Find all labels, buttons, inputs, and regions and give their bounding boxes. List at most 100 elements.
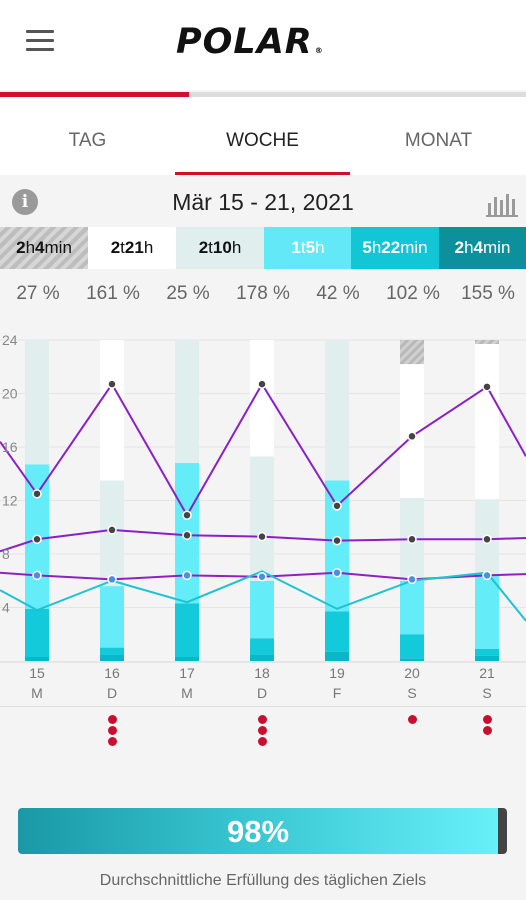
tab-tag[interactable]: TAG <box>68 130 107 151</box>
bar-segment <box>325 611 349 652</box>
training-sessions-row <box>0 706 526 767</box>
series-point <box>32 489 42 499</box>
y-tick-label: 20 <box>2 386 18 402</box>
series-point <box>257 571 267 582</box>
app-header: POLAR ® <box>0 0 526 90</box>
hamburger-menu-icon[interactable] <box>26 30 56 52</box>
daily-goal-percentages: 27 % 161 % 25 % 178 % 42 % 102 % 155 % <box>0 283 526 329</box>
bar-chart-icon[interactable] <box>486 189 518 217</box>
series-point <box>182 510 192 520</box>
training-session-dot[interactable] <box>258 715 267 724</box>
series-point <box>182 530 192 541</box>
training-session-dot[interactable] <box>258 737 267 746</box>
series-point <box>332 567 342 578</box>
bar-segment <box>25 656 49 661</box>
series-point <box>482 382 492 392</box>
bar-segment <box>325 480 349 612</box>
daily-percent: 178 % <box>236 283 290 304</box>
bar-segment <box>100 654 124 661</box>
training-session-dot[interactable] <box>108 726 117 735</box>
tab-monat[interactable]: MONAT <box>404 130 473 151</box>
series-point <box>407 431 417 442</box>
info-icon[interactable]: i <box>12 189 38 215</box>
training-session-dot[interactable] <box>258 726 267 735</box>
bar-segment <box>25 608 49 657</box>
x-tick-weekday: S <box>407 685 416 701</box>
bar-segment <box>400 340 424 365</box>
x-tick-weekday: D <box>107 685 117 701</box>
series-point <box>482 534 492 545</box>
x-tick-weekday: F <box>333 685 342 701</box>
zone-2: 2t21h <box>88 227 176 269</box>
series-point <box>332 501 342 511</box>
x-tick-date: 21 <box>479 665 495 681</box>
goal-percent: 98% <box>226 814 290 849</box>
bar-segment <box>400 658 424 661</box>
tab-woche[interactable]: WOCHE <box>175 97 350 175</box>
daily-percent: 42 % <box>316 283 360 304</box>
series-point <box>257 379 267 389</box>
zone-6: 2h4min <box>439 227 526 269</box>
training-session-dot[interactable] <box>408 715 417 724</box>
series-point <box>32 534 42 545</box>
bar-segment <box>400 634 424 659</box>
loading-progress-bar <box>0 92 526 97</box>
zone-5: 5h22min <box>351 227 439 269</box>
x-tick-date: 16 <box>104 665 120 681</box>
training-session-dot[interactable] <box>108 715 117 724</box>
daily-percent: 25 % <box>166 283 210 304</box>
x-tick-date: 15 <box>29 665 45 681</box>
bar-segment <box>475 344 499 500</box>
goal-caption: Durchschnittliche Erfüllung des tägliche… <box>99 872 427 889</box>
logo-text: POLAR <box>176 22 313 62</box>
daily-percent: 27 % <box>16 283 60 304</box>
bar-segment <box>250 580 274 639</box>
bar-segment <box>475 340 499 345</box>
x-tick-date: 18 <box>254 665 270 681</box>
x-tick-weekday: M <box>31 685 43 701</box>
bar-segment <box>400 580 424 635</box>
daily-percent: 161 % <box>86 283 140 304</box>
training-session-dot[interactable] <box>108 737 117 746</box>
bar-segment <box>325 340 349 481</box>
bar-segment <box>175 603 199 657</box>
weekly-activity-chart: 4 8 12 16 20 24 15 M 16 D 17 M 18 D 19 F 20 S 21 S <box>0 330 526 706</box>
daily-percent: 102 % <box>386 283 440 304</box>
series-point <box>107 379 117 389</box>
training-session-dot[interactable] <box>483 726 492 735</box>
bar-segment <box>175 656 199 661</box>
series-point <box>32 570 42 581</box>
bar-segment <box>100 340 124 481</box>
zone-4: 1t5h <box>264 227 352 269</box>
bar-segment <box>475 655 499 661</box>
series-point <box>182 570 192 581</box>
bar-segment <box>100 586 124 648</box>
y-tick-label: 8 <box>2 546 10 562</box>
series-line <box>0 570 526 622</box>
series-point <box>407 534 417 545</box>
period-tabs: TAG WOCHE MONAT <box>0 97 526 175</box>
series-point <box>107 525 117 535</box>
x-tick-weekday: M <box>181 685 193 701</box>
bar-segment <box>325 651 349 661</box>
date-range-title[interactable]: Mär 15 - 21, 2021 <box>172 189 354 215</box>
x-tick-weekday: D <box>257 685 267 701</box>
series-point <box>257 531 267 542</box>
x-tick-date: 19 <box>329 665 345 681</box>
series-point <box>482 570 492 581</box>
average-goal-progress-bar: 98% <box>18 808 507 854</box>
heart-rate-zone-summary: 2h4min 2t21h 2t10h 1t5h 5h22min 2h4min <box>0 227 526 269</box>
y-tick-label: 24 <box>2 332 18 348</box>
bar-segment <box>250 654 274 661</box>
series-point <box>407 574 417 585</box>
series-point <box>332 535 342 546</box>
training-session-dot[interactable] <box>483 715 492 724</box>
date-row: i Mär 15 - 21, 2021 <box>0 175 526 227</box>
bar-segment <box>25 340 49 465</box>
bar-segment <box>475 574 499 649</box>
bar-segment <box>250 638 274 655</box>
x-tick-date: 20 <box>404 665 420 681</box>
y-tick-label: 16 <box>2 439 18 455</box>
x-tick-date: 17 <box>179 665 195 681</box>
y-tick-label: 4 <box>2 600 10 616</box>
